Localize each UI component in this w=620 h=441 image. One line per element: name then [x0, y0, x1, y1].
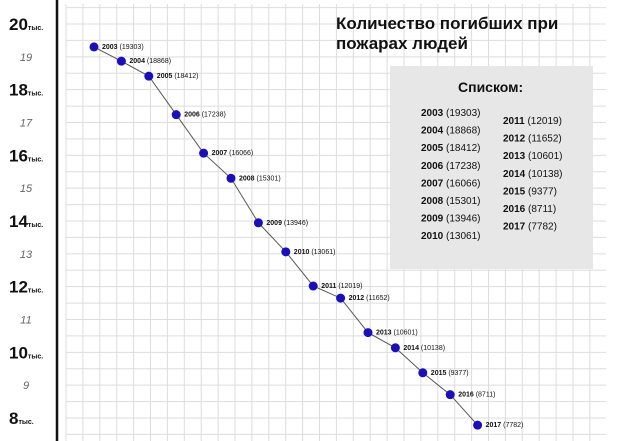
y-tick-label-minor: 19 — [20, 52, 32, 64]
list-item: 2009 (13946) — [421, 214, 481, 225]
data-point — [390, 343, 400, 353]
data-label: 2010 (13061) — [294, 249, 336, 256]
data-label: 2009 (13946) — [266, 220, 308, 227]
data-label: 2011 (12019) — [321, 283, 362, 290]
list-title: Списком: — [458, 79, 523, 95]
data-point — [199, 148, 209, 158]
list-item: 2014 (10138) — [503, 169, 563, 180]
data-label: 2012 (11652) — [349, 295, 390, 302]
data-label: 2008 (15301) — [239, 175, 281, 182]
list-item: 2015 (9377) — [503, 186, 557, 197]
y-tick-label-minor: 17 — [20, 118, 33, 130]
data-point — [281, 247, 291, 257]
data-label: 2007 (16066) — [212, 150, 254, 157]
list-item: 2012 (11652) — [503, 134, 562, 145]
list-item: 2011 (12019) — [503, 116, 562, 127]
y-tick-label: 8тыс. — [9, 409, 34, 428]
data-label: 2015 (9377) — [431, 370, 469, 377]
data-label: 2006 (17238) — [184, 112, 226, 119]
data-points — [89, 42, 483, 430]
list-items: 2003 (19303) 2004 (18868) 2005 (18412) 2006… — [421, 108, 563, 242]
list-panel — [390, 66, 593, 269]
list-item: 2005 (18412) — [421, 143, 481, 154]
list-item: 2013 (10601) — [503, 151, 563, 162]
y-tick-label-minor: 9 — [23, 380, 29, 392]
data-point — [418, 368, 428, 378]
data-point — [144, 71, 154, 81]
list-item: 2016 (8711) — [503, 204, 556, 215]
data-point — [171, 110, 181, 120]
list-item: 2010 (13061) — [421, 231, 481, 242]
data-labels: 2003 (19303) 2004 (18868) 2005 (18412) 2006… — [102, 44, 523, 429]
chart-title-line: Количество погибших при — [336, 14, 558, 33]
data-point — [336, 293, 346, 303]
data-point — [445, 390, 455, 400]
chart-title-line: пожарах людей — [336, 34, 468, 53]
data-label: 2014 (10138) — [403, 345, 445, 352]
list-item: 2017 (7782) — [503, 222, 557, 233]
data-label: 2004 (18868) — [129, 58, 171, 65]
data-point — [253, 218, 263, 228]
data-label: 2016 (8711) — [458, 392, 495, 399]
list-item: 2008 (15301) — [421, 196, 481, 207]
y-tick-label-minor: 11 — [20, 315, 31, 327]
y-tick-label: 18тыс. — [9, 81, 43, 100]
list-item: 2006 (17238) — [421, 161, 481, 172]
y-axis-ticks: 20тыс. 19 18тыс. 17 16тыс. 15 14тыс. 13 12тыс. 11… — [9, 15, 43, 428]
list-item: 2007 (16066) — [421, 178, 481, 189]
y-tick-label: 20тыс. — [9, 15, 43, 34]
y-tick-label: 16тыс. — [9, 146, 43, 165]
data-label: 2005 (18412) — [157, 73, 199, 80]
data-point — [473, 420, 483, 430]
data-label: 2003 (19303) — [102, 44, 144, 51]
data-label: 2013 (10601) — [376, 330, 418, 337]
y-tick-label-minor: 13 — [20, 249, 33, 261]
list-item: 2003 (19303) — [421, 108, 481, 119]
list-item: 2004 (18868) — [421, 126, 481, 137]
y-tick-label: 10тыс. — [9, 343, 43, 362]
data-point — [116, 56, 126, 66]
y-tick-label-minor: 15 — [20, 183, 33, 195]
data-point — [89, 42, 99, 52]
data-label: 2017 (7782) — [486, 422, 524, 429]
data-point — [363, 328, 373, 338]
data-point — [226, 173, 236, 183]
y-tick-label: 12тыс. — [9, 278, 43, 297]
data-point — [308, 281, 318, 291]
y-tick-label: 14тыс. — [9, 212, 43, 231]
